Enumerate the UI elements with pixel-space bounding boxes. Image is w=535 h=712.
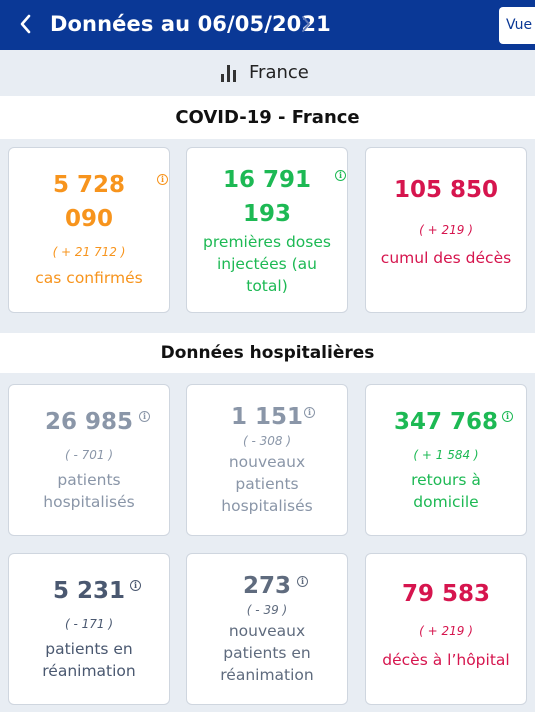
card-hospitalized[interactable]: i 26 985 ( - 701 ) patients hospitalisés bbox=[8, 384, 170, 536]
card-label: cas confirmés bbox=[35, 269, 143, 287]
card-label-line3: hospitalisés bbox=[221, 497, 313, 515]
card-value: 5 728 bbox=[52, 172, 126, 198]
card-label: patients bbox=[57, 471, 121, 489]
info-icon[interactable]: i bbox=[335, 170, 346, 181]
card-value: 347 768 bbox=[393, 409, 499, 435]
card-first-doses[interactable]: i 16 791 193 premières doses injectées (… bbox=[186, 147, 348, 313]
card-delta: ( + 21 712 ) bbox=[52, 245, 126, 259]
info-icon[interactable]: i bbox=[157, 174, 168, 185]
card-label-line3: réanimation bbox=[220, 666, 314, 684]
card-label: cumul des décès bbox=[380, 249, 512, 267]
card-value: 5 231 bbox=[52, 578, 126, 604]
card-label-line2: injectées (au bbox=[216, 255, 318, 273]
card-delta: ( + 219 ) bbox=[419, 624, 473, 638]
top-bar bbox=[0, 0, 535, 50]
card-label: premières doses bbox=[203, 233, 331, 251]
card-value: 79 583 bbox=[401, 581, 491, 607]
card-delta: ( + 1 584 ) bbox=[413, 448, 479, 462]
card-value: 105 850 bbox=[393, 177, 499, 203]
card-delta: ( - 308 ) bbox=[242, 434, 292, 448]
info-icon[interactable]: i bbox=[139, 411, 150, 422]
info-icon[interactable]: i bbox=[130, 580, 141, 591]
section-title-covid: COVID-19 - France bbox=[0, 96, 535, 139]
card-new-hospitalized[interactable]: i 1 151 ( - 308 ) nouveaux patients hosp… bbox=[186, 384, 348, 536]
card-hospital-deaths[interactable]: 79 583 ( + 219 ) décès à l’hôpital bbox=[365, 553, 527, 705]
card-new-icu[interactable]: i 273 ( - 39 ) nouveaux patients en réan… bbox=[186, 553, 348, 705]
card-label: retours à bbox=[411, 471, 481, 489]
card-value-cont: 090 bbox=[64, 206, 113, 232]
card-label: nouveaux bbox=[228, 622, 306, 640]
bar-chart-icon bbox=[220, 64, 238, 82]
info-icon[interactable]: i bbox=[502, 411, 513, 422]
chevron-left-icon[interactable] bbox=[18, 13, 40, 37]
card-returns-home[interactable]: i 347 768 ( + 1 584 ) retours à domicile bbox=[365, 384, 527, 536]
card-value-cont: 193 bbox=[242, 201, 291, 227]
filter-label: France bbox=[249, 62, 309, 83]
card-delta: ( - 171 ) bbox=[64, 617, 114, 631]
filter-bar[interactable] bbox=[0, 50, 535, 96]
info-icon[interactable]: i bbox=[297, 576, 308, 587]
page-title: Données au 06/05/2021 bbox=[50, 12, 331, 36]
card-value: 16 791 bbox=[222, 167, 312, 193]
card-label: nouveaux bbox=[228, 453, 306, 471]
view-button[interactable]: Vue e bbox=[499, 7, 535, 44]
card-label-line2: domicile bbox=[413, 493, 479, 511]
card-delta: ( - 39 ) bbox=[246, 603, 288, 617]
card-label: patients en bbox=[45, 640, 133, 658]
card-value: 1 151 bbox=[230, 404, 304, 430]
card-icu[interactable]: i 5 231 ( - 171 ) patients en réanimatio… bbox=[8, 553, 170, 705]
card-value: 273 bbox=[242, 573, 291, 599]
section-title-hospital: Données hospitalières bbox=[0, 333, 535, 373]
card-total-deaths[interactable]: 105 850 ( + 219 ) cumul des décès bbox=[365, 147, 527, 313]
card-confirmed-cases[interactable]: i 5 728 090 ( + 21 712 ) cas confirmés bbox=[8, 147, 170, 313]
card-label: décès à l’hôpital bbox=[382, 651, 510, 669]
chevron-right-icon[interactable] bbox=[300, 13, 316, 37]
card-label-line2: patients en bbox=[223, 644, 311, 662]
info-icon[interactable]: i bbox=[304, 407, 315, 418]
card-label-line2: patients bbox=[235, 475, 299, 493]
card-label-line2: réanimation bbox=[42, 662, 136, 680]
card-delta: ( + 219 ) bbox=[419, 223, 473, 237]
card-value: 26 985 bbox=[44, 409, 134, 435]
card-label-line3: total) bbox=[246, 277, 288, 295]
card-delta: ( - 701 ) bbox=[64, 448, 114, 462]
card-label-line2: hospitalisés bbox=[43, 493, 135, 511]
